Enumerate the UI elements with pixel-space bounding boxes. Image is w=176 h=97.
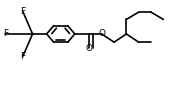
Text: O: O [98, 29, 105, 38]
Text: O: O [85, 44, 92, 52]
Text: F: F [20, 7, 26, 16]
Text: F: F [20, 52, 26, 61]
Text: F: F [3, 29, 8, 38]
